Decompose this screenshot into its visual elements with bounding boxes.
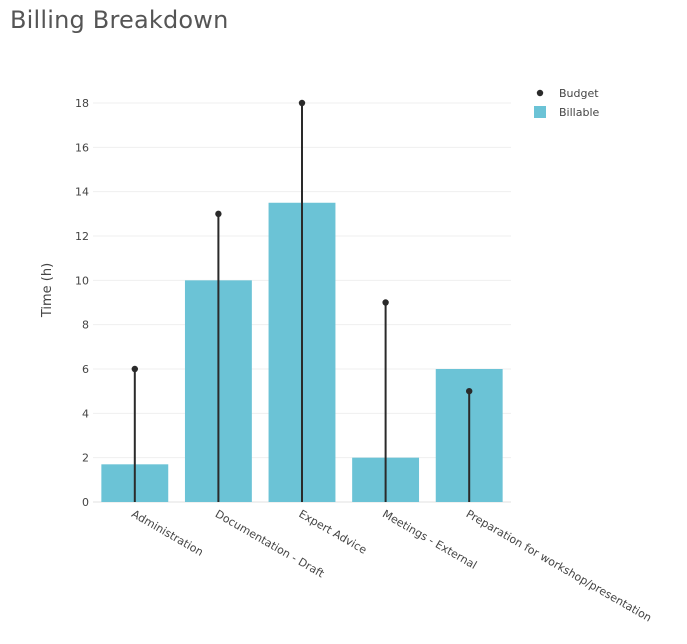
x-tick-label: Administration xyxy=(129,507,205,559)
y-tick-label: 6 xyxy=(82,363,89,376)
legend-swatch-billable xyxy=(534,106,546,118)
y-tick-label: 12 xyxy=(75,230,89,243)
legend-marker-budget xyxy=(536,89,544,97)
budget-point[interactable] xyxy=(382,299,389,306)
legend-item-budget[interactable]: Budget xyxy=(536,87,599,100)
budget-point[interactable] xyxy=(131,365,138,373)
y-tick-label: 2 xyxy=(82,452,89,465)
x-tick-label: Expert Advice xyxy=(297,507,370,556)
y-axis-title: Time (h) xyxy=(40,263,55,318)
y-tick-label: 16 xyxy=(75,141,89,154)
x-tick-labels: Administration Documentation - DraftExper… xyxy=(129,507,654,624)
budget-point[interactable] xyxy=(466,387,473,395)
y-tick-label: 14 xyxy=(75,186,89,199)
y-tick-labels: 0 2 4 6 8 10 12 14 16 18 xyxy=(75,97,89,509)
legend-label-billable: Billable xyxy=(559,106,599,119)
x-tick-label: Preparation for workshop/presentation xyxy=(464,507,654,624)
budget-stems-group xyxy=(131,99,473,502)
y-tick-label: 4 xyxy=(82,407,89,420)
budget-point[interactable] xyxy=(298,99,306,107)
legend-label-budget: Budget xyxy=(559,87,599,100)
budget-point[interactable] xyxy=(215,210,222,218)
page-title: Billing Breakdown xyxy=(10,6,229,34)
y-tick-label: 0 xyxy=(82,496,89,509)
y-tick-label: 18 xyxy=(75,97,89,110)
y-tick-label: 8 xyxy=(82,319,89,332)
y-tick-label: 10 xyxy=(75,274,89,287)
legend[interactable]: Budget Billable xyxy=(534,87,599,119)
legend-item-billable[interactable]: Billable xyxy=(534,106,599,119)
